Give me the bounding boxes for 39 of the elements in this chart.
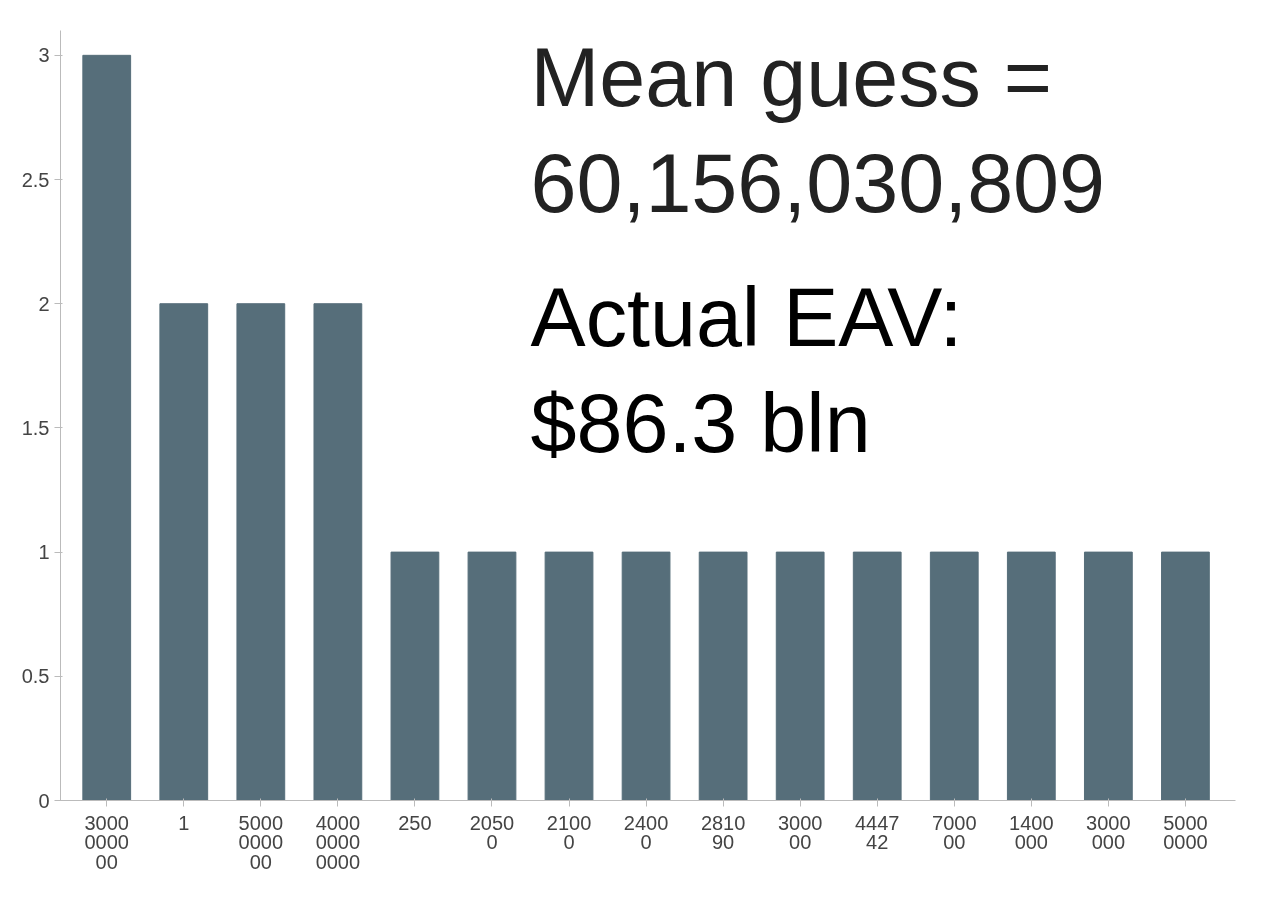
y-tick-label: 2 [38, 292, 50, 315]
y-tick-label: 2.5 [21, 168, 50, 191]
x-tick-label: 444742 [854, 811, 900, 854]
y-tick-label: 1 [38, 541, 50, 564]
x-tick-label: 281090 [700, 811, 746, 854]
x-tick-label: 50000000 [1163, 811, 1208, 854]
y-tick-label: 0.5 [21, 665, 50, 688]
y-tick-label: 0 [38, 789, 50, 812]
x-tick-label: 250 [398, 811, 432, 834]
bar [698, 551, 748, 801]
bar [467, 551, 517, 801]
x-tick-label: 5000000000 [238, 811, 284, 874]
x-tick-label: 24000 [623, 811, 669, 854]
bar [313, 303, 363, 801]
bar [1083, 551, 1133, 801]
y-tick-label: 1.5 [21, 416, 50, 439]
x-tick-label: 300000 [777, 811, 823, 854]
bar [1006, 551, 1056, 801]
x-tick-label: 3000000 [1086, 811, 1131, 854]
bar [390, 551, 440, 801]
annotation: Mean guess = 60,156,030,809 [530, 30, 1106, 231]
x-tick-label: 700000 [932, 811, 977, 854]
x-tick-label: 20500 [469, 811, 515, 854]
bar [82, 54, 132, 801]
bar [1161, 551, 1210, 801]
x-tick-label: 400000000000 [315, 811, 361, 874]
bar [544, 551, 594, 801]
bar [852, 551, 902, 801]
x-tick-label: 1400000 [1009, 811, 1054, 854]
x-tick-label: 1 [178, 811, 190, 834]
bar [236, 303, 286, 801]
bar [929, 551, 979, 801]
bar [775, 551, 825, 801]
annotation: Actual EAV: $86.3 bln [530, 270, 963, 471]
bar [159, 303, 209, 801]
bar [621, 551, 671, 801]
y-tick-label: 3 [38, 44, 50, 67]
x-tick-label: 21000 [546, 811, 592, 854]
x-tick-label: 3000000000 [84, 811, 129, 874]
